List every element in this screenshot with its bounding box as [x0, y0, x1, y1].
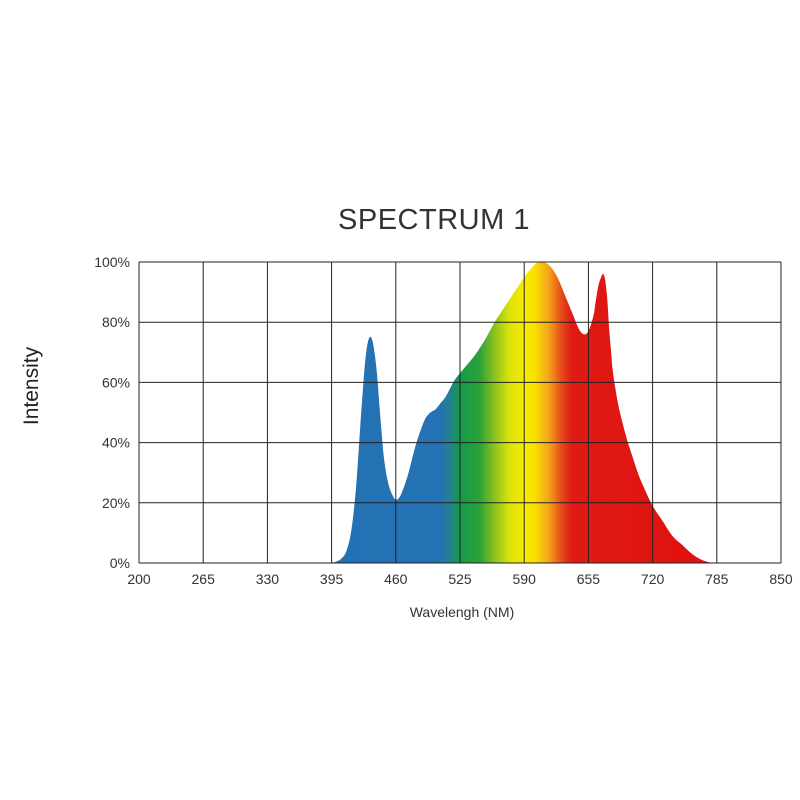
chart-title: SPECTRUM 1 — [338, 204, 530, 236]
x-tick-label: 460 — [384, 571, 408, 587]
y-tick-label: 20% — [102, 495, 130, 511]
x-tick-label: 720 — [641, 571, 665, 587]
y-axis-label: Intensity — [20, 346, 43, 425]
y-tick-label: 60% — [102, 374, 130, 390]
x-axis-label: Wavelengh (NM) — [410, 604, 515, 620]
x-tick-label: 525 — [448, 571, 472, 587]
tick-label-layer: 200 265 330 395 460 525 590 655 720 785 850 0% 20% 40… — [94, 254, 793, 587]
x-tick-label: 785 — [705, 571, 729, 587]
x-tick-label: 395 — [320, 571, 344, 587]
y-tick-label: 40% — [102, 435, 130, 451]
y-tick-label: 80% — [102, 314, 130, 330]
x-tick-label: 330 — [256, 571, 280, 587]
grid-layer — [138, 261, 782, 564]
x-tick-label: 850 — [769, 571, 793, 587]
spectrum-area — [331, 261, 712, 563]
x-tick-label: 200 — [127, 571, 151, 587]
y-tick-label: 0% — [110, 555, 130, 571]
x-tick-label: 590 — [513, 571, 537, 587]
y-tick-label: 100% — [94, 254, 130, 270]
spectrum-area-layer — [331, 261, 712, 563]
x-tick-label: 655 — [577, 571, 601, 587]
x-tick-label: 265 — [192, 571, 216, 587]
